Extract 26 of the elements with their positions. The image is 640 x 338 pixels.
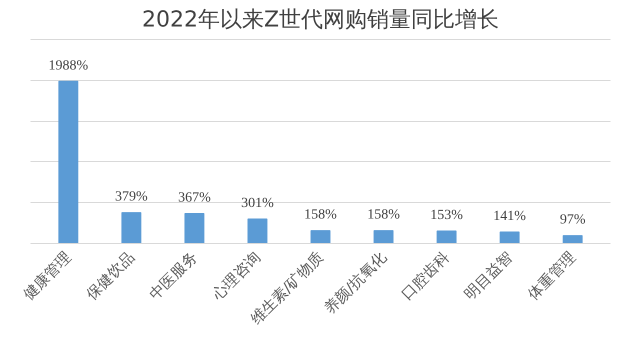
data-label: 367%: [178, 190, 212, 206]
x-tick-label: 体重管理: [524, 248, 580, 304]
x-tick-label: 明目益智: [460, 248, 516, 304]
bar: [121, 212, 142, 244]
bar: [184, 213, 204, 244]
x-tick-label: 口腔齿科: [398, 248, 453, 304]
bar: [310, 230, 330, 244]
bar: [500, 231, 520, 244]
data-label: 97%: [560, 212, 586, 228]
chart-title: 2022年以来Z世代网购销量同比增长: [142, 8, 500, 32]
data-label: 158%: [367, 208, 400, 223]
x-tick-label: 中医服务: [146, 248, 201, 304]
bar: [58, 80, 78, 244]
bar: [374, 230, 394, 244]
bar: [248, 218, 268, 244]
data-label: 141%: [493, 208, 526, 224]
data-label: 153%: [430, 208, 464, 224]
x-tick-label: 健康管理: [20, 248, 75, 304]
data-label: 301%: [241, 196, 274, 211]
bar: [436, 230, 457, 244]
x-tick-label: 心理咨询: [208, 248, 264, 304]
x-tick-label: 保健饮品: [82, 248, 138, 304]
data-label: 1988%: [48, 58, 88, 74]
bar: [562, 235, 583, 244]
data-label: 379%: [115, 190, 148, 205]
data-label: 158%: [304, 208, 338, 223]
